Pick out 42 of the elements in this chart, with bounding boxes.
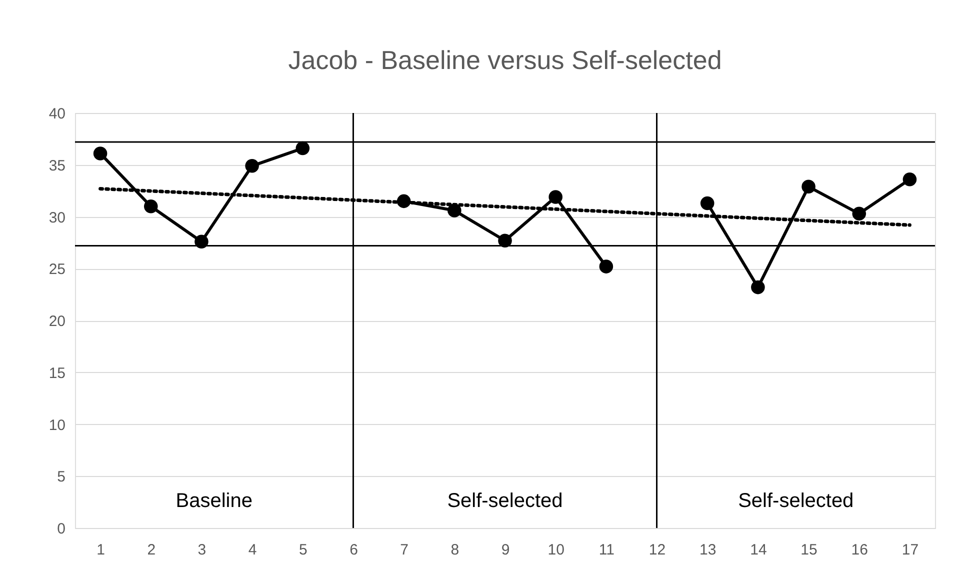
- x-tick-label: 15: [800, 542, 818, 558]
- x-tick-label: 9: [501, 542, 510, 558]
- x-tick-label: 7: [400, 542, 408, 558]
- x-tick-label: 17: [902, 542, 919, 558]
- point: [93, 146, 108, 160]
- x-tick-label: 16: [851, 542, 868, 558]
- y-tick-label: 30: [48, 209, 66, 226]
- x-tick-label: 4: [248, 542, 257, 558]
- x-tick-label: 12: [648, 542, 666, 558]
- point: [548, 190, 562, 204]
- y-tick-label: 10: [48, 416, 66, 434]
- y-tick-label: 20: [48, 313, 66, 330]
- x-tick-label: 14: [750, 542, 767, 558]
- x-tick-label: 11: [598, 542, 614, 558]
- x-tick-label: 2: [147, 542, 156, 558]
- annotation: Baseline: [176, 490, 252, 512]
- point: [802, 180, 816, 194]
- point: [852, 206, 866, 221]
- x-tick-label: 13: [700, 542, 716, 558]
- y-tick-label: 25: [48, 261, 66, 278]
- point: [144, 199, 158, 214]
- point: [599, 260, 614, 274]
- y-tick-label: 15: [48, 364, 66, 382]
- point: [902, 172, 917, 186]
- annotation: Self-selected: [738, 490, 854, 512]
- point: [245, 159, 259, 173]
- y-tick-label: 0: [57, 520, 66, 538]
- x-tick-label: 8: [450, 542, 460, 558]
- x-tick-label: 1: [96, 542, 105, 558]
- x-tick-label: 10: [548, 542, 564, 558]
- point: [751, 280, 765, 294]
- annotation: Self-selected: [447, 490, 563, 512]
- y-tick-label: 35: [48, 157, 66, 174]
- y-tick-label: 5: [57, 468, 66, 486]
- x-tick-label: 6: [350, 542, 358, 558]
- x-tick-label: 3: [198, 542, 206, 558]
- x-tick-label: 5: [298, 542, 308, 558]
- chart-title: Jacob - Baseline versus Self-selected: [288, 45, 722, 75]
- point: [498, 234, 512, 248]
- point: [700, 196, 714, 210]
- y-tick-label: 40: [48, 106, 66, 122]
- point: [296, 141, 310, 156]
